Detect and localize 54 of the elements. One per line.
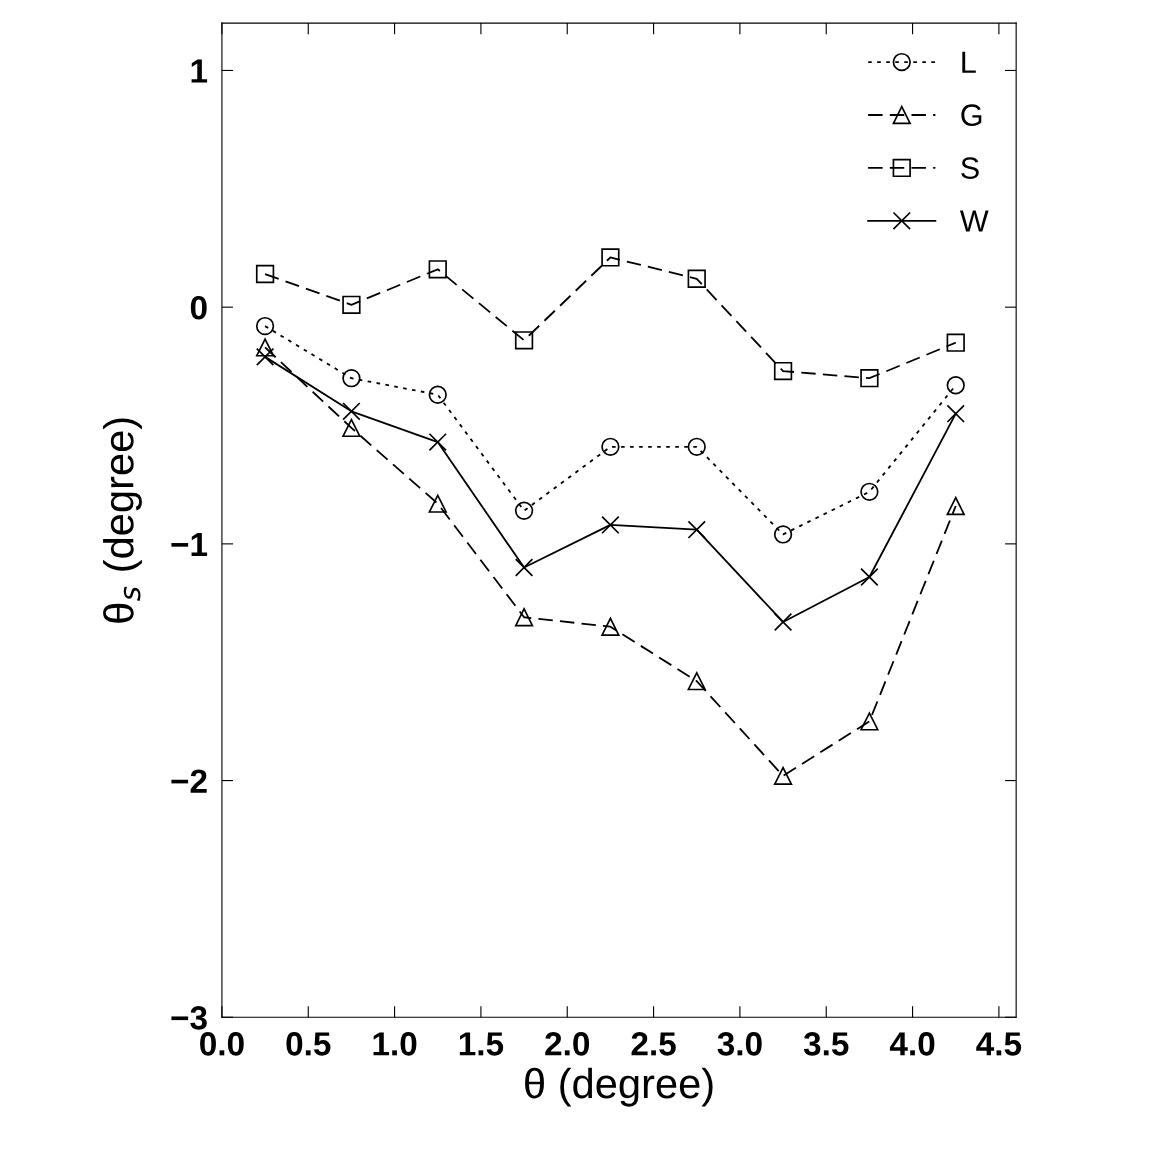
y-tick-label: 1 xyxy=(191,59,208,83)
point xyxy=(601,617,620,636)
point xyxy=(860,482,879,501)
legend-label: W xyxy=(959,210,989,232)
x-tick-label: 0.5 xyxy=(286,1032,331,1056)
x-tick-label: 0.0 xyxy=(200,1032,244,1056)
point xyxy=(687,437,706,456)
point xyxy=(860,712,879,731)
point xyxy=(773,766,793,786)
point xyxy=(514,331,534,350)
y-tick-label: −3 xyxy=(171,1006,207,1030)
point xyxy=(946,376,965,395)
point xyxy=(946,404,965,423)
point xyxy=(255,316,275,336)
point xyxy=(428,432,447,452)
x-tick-label: 3.0 xyxy=(717,1032,762,1056)
y-tick-label: 0 xyxy=(190,295,207,320)
point xyxy=(255,264,275,284)
point xyxy=(601,515,620,535)
point xyxy=(687,671,706,691)
x-tick-label: 2.0 xyxy=(545,1032,590,1056)
point xyxy=(428,260,447,279)
point xyxy=(342,402,361,421)
legend-label: L xyxy=(962,51,976,73)
x-tick-label: 3.5 xyxy=(803,1032,849,1056)
y-tick-label: −1 xyxy=(171,533,208,556)
x-tick-label: 1.0 xyxy=(373,1032,417,1056)
y-axis-title: θ$_{s}$ (degree) xyxy=(103,418,142,623)
legend-label: G xyxy=(961,104,982,126)
point xyxy=(773,361,793,381)
x-tick-label: 4.0 xyxy=(889,1032,935,1056)
point xyxy=(514,558,534,577)
y-tick-label: −2 xyxy=(171,769,207,793)
point xyxy=(428,494,447,513)
point xyxy=(860,369,879,388)
point xyxy=(514,501,534,520)
point xyxy=(342,295,361,314)
x-tick-label: 1.5 xyxy=(459,1032,504,1056)
x-axis-title: θ (degree) xyxy=(525,1067,713,1107)
point xyxy=(860,567,879,587)
point xyxy=(946,333,965,352)
point xyxy=(255,338,275,357)
point xyxy=(428,385,447,404)
point xyxy=(514,608,534,627)
point xyxy=(946,496,965,516)
point xyxy=(601,437,620,456)
point xyxy=(687,269,706,288)
point xyxy=(601,248,620,267)
point xyxy=(773,525,793,544)
legend-label: S xyxy=(961,157,979,179)
point xyxy=(342,369,361,388)
point xyxy=(342,418,361,438)
x-tick-label: 2.5 xyxy=(631,1032,676,1056)
x-tick-label: 4.5 xyxy=(976,1032,1022,1056)
